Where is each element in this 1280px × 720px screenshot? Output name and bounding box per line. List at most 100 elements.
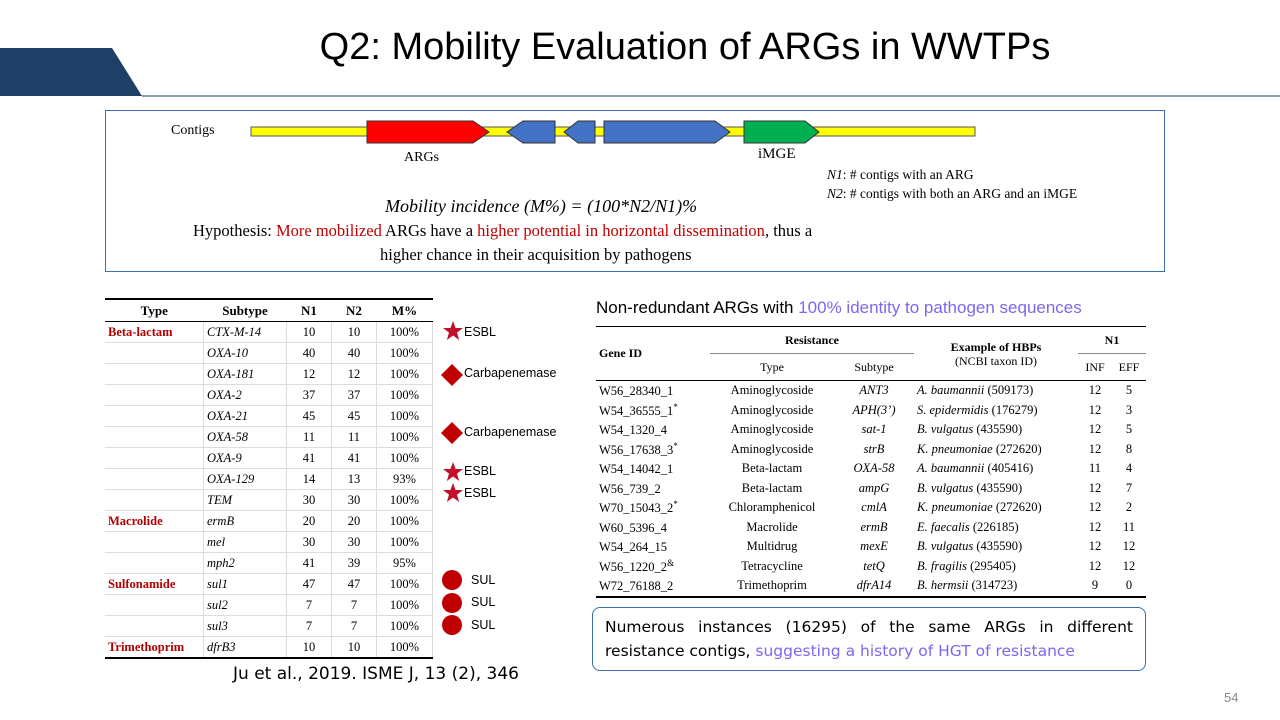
mpercent-cell: 100% <box>376 489 433 511</box>
resistance-type-cell: Aminoglycoside <box>730 441 814 456</box>
table-row: W70_15043_2* Chloramphenicol cmlA K. pneumo… <box>596 498 1146 518</box>
gene-id-text: W54_36555_1 <box>599 403 674 418</box>
mpercent-cell: 93% <box>376 468 433 490</box>
resistance-type-cell: Chloramphenicol <box>728 500 816 515</box>
diamond-marker <box>441 422 463 444</box>
n2-cell: 30 <box>331 489 377 511</box>
circle-marker <box>442 593 462 613</box>
taxon-id: (314723) <box>968 578 1018 593</box>
gene-id-text: W72_76188_2 <box>599 579 674 594</box>
resistance-type-cell: Aminoglycoside <box>730 422 814 437</box>
n1-cell: 40 <box>286 342 332 364</box>
species-name: S. epidermidis <box>917 402 989 417</box>
hbp-cell: B. fragilis (295405) <box>914 557 1078 577</box>
resistance-subtype-cell: ampG <box>858 480 890 495</box>
imge-label: iMGE <box>758 146 796 162</box>
sul-label: SUL <box>471 573 496 587</box>
inf-cell: 11 <box>1088 461 1102 476</box>
subtype-cell: OXA-2 <box>203 384 287 406</box>
col-n1: N1 <box>286 298 332 322</box>
table-row: W56_739_2 Beta-lactam ampG B. vulgatus (435… <box>596 479 1146 499</box>
eff-cell: 5 <box>1125 422 1133 437</box>
table-row: OXA-129 14 13 93% <box>105 468 433 490</box>
species-name: K. pneumoniae <box>917 441 993 456</box>
esbl-label: ESBL <box>464 464 496 478</box>
table-row: OXA-10 40 40 100% <box>105 342 433 364</box>
gene-id-cell: W54_36555_1* <box>596 401 710 421</box>
circle-marker <box>442 615 462 635</box>
type-cell <box>105 384 204 406</box>
subtype-cell: TEM <box>203 489 287 511</box>
col-n2: N2 <box>331 298 377 322</box>
taxon-id: (272620) <box>992 500 1042 515</box>
eff-cell: 11 <box>1122 519 1136 534</box>
col-res-subtype: Subtype <box>834 353 914 381</box>
right-table-title: Non-redundant ARGs with 100% identity to… <box>596 298 1082 318</box>
n2-cell: 13 <box>331 468 377 490</box>
inf-cell: 12 <box>1088 500 1102 515</box>
type-cell: Macrolide <box>105 510 204 532</box>
mobility-table-header: Type Subtype N1 N2 M% <box>105 298 433 322</box>
right-title-highlight: 100% identity to pathogen sequences <box>798 298 1082 317</box>
resistance-subtype-cell: tetQ <box>863 558 885 573</box>
n2-cell: 39 <box>331 552 377 574</box>
col-resistance: Resistance <box>710 326 914 354</box>
eff-cell: 0 <box>1112 576 1146 598</box>
hypothesis-mid: ARGs have a <box>381 221 478 240</box>
resistance-type-cell: Aminoglycoside <box>730 402 814 417</box>
diamond-marker <box>441 364 463 386</box>
gene-arrow <box>506 120 556 144</box>
inf-cell: 12 <box>1088 402 1102 417</box>
resistance-subtype-cell: OXA-58 <box>853 461 895 476</box>
gene-id-cell: W56_28340_1 <box>596 381 710 401</box>
n2-cell: 7 <box>331 594 377 616</box>
taxon-id: (226185) <box>969 519 1019 534</box>
carbapenemase-label: Carbapenemase <box>464 366 557 380</box>
resistance-subtype-cell: dfrA14 <box>834 576 914 598</box>
gene-id-text: W56_739_2 <box>599 481 661 496</box>
gene-id-text: W60_5396_4 <box>599 520 668 535</box>
contig-diagram <box>250 120 976 144</box>
mpercent-cell: 100% <box>376 405 433 427</box>
table-row: TEM 30 30 100% <box>105 489 433 511</box>
eff-cell: 8 <box>1125 441 1133 456</box>
right-header-row2: Type Subtype INF EFF <box>596 353 1146 381</box>
gene-id-cell: W54_1320_4 <box>596 420 710 440</box>
n1-cell: 47 <box>286 573 332 595</box>
species-name: A. baumannii <box>917 461 985 476</box>
n2-cell: 40 <box>331 342 377 364</box>
table-row: Trimethoprim dfrB3 10 10 100% <box>105 636 433 659</box>
sul-label: SUL <box>471 618 496 632</box>
hbp-cell: B. vulgatus (435590) <box>914 420 1078 440</box>
n2-cell: 37 <box>331 384 377 406</box>
table-row: sul3 7 7 100% <box>105 615 433 637</box>
mpercent-cell: 100% <box>376 342 433 364</box>
table-row: OXA-2 37 37 100% <box>105 384 433 406</box>
n1-cell: 37 <box>286 384 332 406</box>
table-row: Beta-lactam CTX-M-14 10 10 100% <box>105 321 433 343</box>
gene-id-text: W56_1220_2 <box>599 559 668 574</box>
hbp-cell: A. baumannii (509173) <box>914 381 1078 401</box>
mobility-formula: Mobility incidence (M%) = (100*N2/N1)% <box>385 196 698 216</box>
hbp-cell: B. vulgatus (435590) <box>914 537 1078 557</box>
n1-cell: 10 <box>286 321 332 343</box>
col-hbp: Example of HBPs (NCBI taxon ID) <box>914 326 1078 381</box>
eff-cell: 3 <box>1125 402 1133 417</box>
summary-highlight: suggesting a history of HGT of resistanc… <box>755 642 1075 660</box>
resistance-type-cell: Trimethoprim <box>710 576 834 598</box>
table-row: W54_264_15 Multidrug mexE B. vulgatus (4355… <box>596 537 1146 557</box>
mpercent-cell: 100% <box>376 636 433 659</box>
summary-box: Numerous instances (16295) of the same A… <box>592 607 1146 671</box>
gene-id-cell: W70_15043_2* <box>596 498 710 518</box>
taxon-id: (295405) <box>967 558 1016 573</box>
star-marker <box>443 462 463 481</box>
subtype-cell: OXA-58 <box>203 426 287 448</box>
table-row: W72_76188_2 Trimethoprim dfrA14 B. hermsii … <box>596 576 1146 598</box>
subtype-cell: sul1 <box>203 573 287 595</box>
taxon-id: (405416) <box>984 461 1034 476</box>
col-n1-group: N1 <box>1078 326 1146 354</box>
subtype-cell: sul2 <box>203 594 287 616</box>
args-label: ARGs <box>404 150 440 165</box>
gene-id-cell: W56_739_2 <box>596 479 710 499</box>
species-name: K. pneumoniae <box>917 500 993 515</box>
